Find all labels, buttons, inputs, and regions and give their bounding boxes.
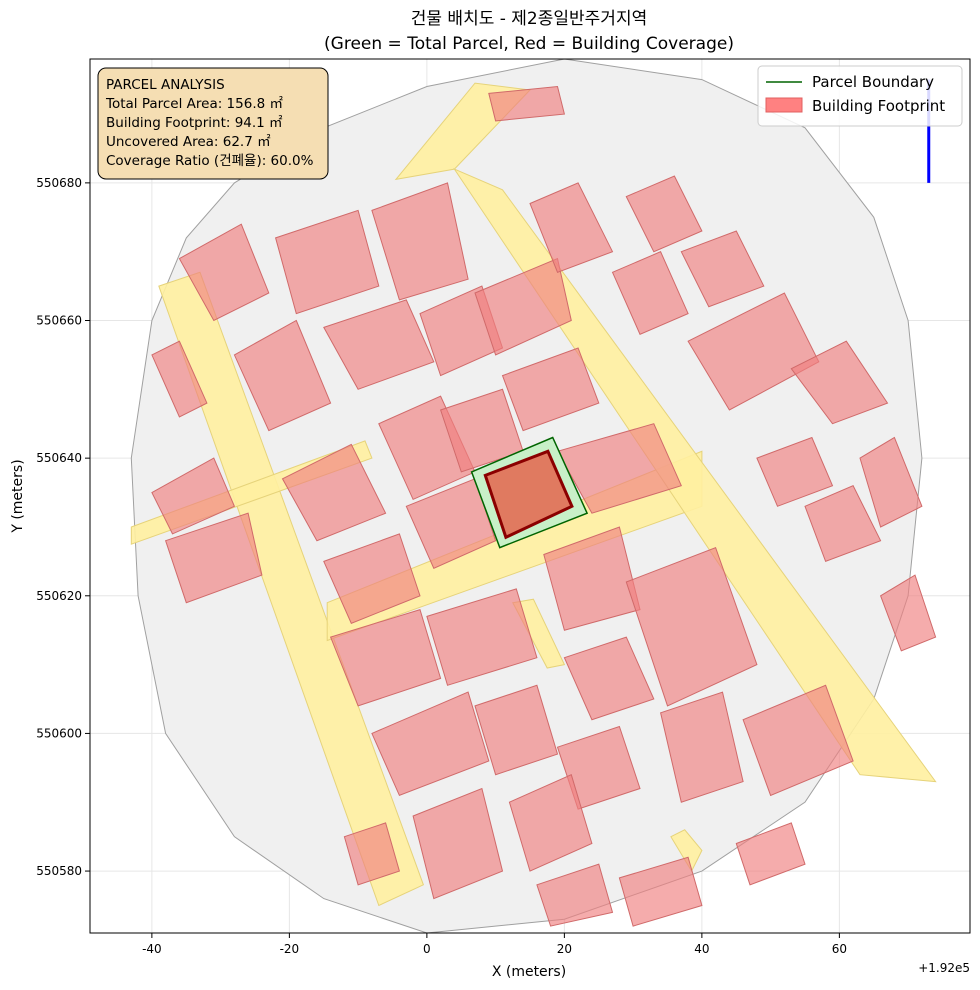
y-axis-label: Y (meters) bbox=[10, 459, 26, 533]
building-footprint bbox=[323, 299, 435, 390]
legend-box bbox=[757, 65, 963, 127]
building-footprint bbox=[618, 856, 703, 927]
building-footprint bbox=[371, 691, 490, 797]
map-layer bbox=[130, 59, 937, 933]
x-tick-label: -40 bbox=[142, 942, 162, 956]
building-footprint bbox=[371, 182, 469, 301]
building-footprint bbox=[804, 485, 882, 563]
building-footprint bbox=[556, 423, 682, 514]
parcel-analysis-box: PARCEL ANALYSIS Total Parcel Area: 156.8… bbox=[97, 67, 329, 180]
y-tick-label: 550640 bbox=[36, 451, 82, 465]
building-footprint bbox=[233, 319, 332, 432]
building-footprint bbox=[281, 443, 387, 542]
x-tick-label: -20 bbox=[280, 942, 300, 956]
building-footprint bbox=[529, 182, 614, 273]
building-footprint bbox=[660, 691, 744, 803]
building-footprint bbox=[412, 787, 504, 900]
building-footprint bbox=[536, 863, 614, 927]
x-tick-label: 60 bbox=[832, 942, 847, 956]
building-footprint bbox=[151, 457, 236, 535]
x-tick-label: 20 bbox=[557, 942, 572, 956]
info-box-background bbox=[97, 67, 329, 180]
y-tick-label: 550580 bbox=[36, 864, 82, 878]
building-footprint bbox=[625, 546, 758, 707]
building-footprint bbox=[680, 230, 765, 308]
building-footprint bbox=[474, 684, 559, 776]
building-footprint bbox=[508, 774, 593, 872]
x-axis-ticks: -40 -20 0 20 40 60 bbox=[142, 933, 847, 956]
building-footprint bbox=[164, 512, 263, 604]
info-coverage-ratio: Coverage Ratio (건폐율): 60.0% bbox=[106, 153, 314, 169]
building-footprint bbox=[742, 684, 854, 797]
building-footprint bbox=[151, 340, 208, 418]
building-footprint bbox=[625, 175, 703, 253]
x-tick-label: 0 bbox=[423, 942, 431, 956]
building-footprint bbox=[611, 251, 689, 335]
chart-title-line-2: (Green = Total Parcel, Red = Building Co… bbox=[324, 34, 734, 54]
building-footprint bbox=[563, 636, 655, 721]
building-footprint bbox=[426, 588, 538, 686]
info-footprint: Building Footprint: 94.1 ㎡ bbox=[106, 115, 283, 131]
building-footprint bbox=[474, 257, 572, 356]
y-tick-label: 550680 bbox=[36, 176, 82, 190]
info-heading: PARCEL ANALYSIS bbox=[106, 77, 225, 93]
building-footprint bbox=[790, 340, 889, 425]
legend-parcel-label: Parcel Boundary bbox=[812, 73, 934, 91]
building-footprint bbox=[735, 822, 806, 886]
legend: Parcel Boundary Building Footprint bbox=[757, 65, 963, 127]
x-axis-offset-label: +1.92e5 bbox=[918, 961, 970, 975]
building-footprint bbox=[879, 574, 937, 652]
building-footprint bbox=[274, 209, 380, 315]
building-footprint bbox=[343, 822, 401, 886]
building-footprint bbox=[329, 608, 442, 707]
legend-building-label: Building Footprint bbox=[812, 97, 945, 115]
building-footprint bbox=[756, 436, 834, 507]
neighbor-buildings bbox=[151, 85, 937, 927]
building-footprint bbox=[323, 533, 421, 624]
building-footprint bbox=[501, 347, 600, 432]
building-footprint bbox=[178, 223, 270, 322]
chart-title-line-1: 건물 배치도 - 제2종일반주거지역 bbox=[411, 9, 647, 29]
y-tick-label: 550660 bbox=[36, 314, 82, 328]
info-total-area: Total Parcel Area: 156.8 ㎡ bbox=[105, 96, 283, 112]
building-footprint bbox=[405, 478, 497, 569]
y-tick-label: 550600 bbox=[36, 726, 82, 740]
y-tick-label: 550620 bbox=[36, 589, 82, 603]
axes-frame bbox=[89, 58, 971, 934]
building-footprint bbox=[488, 85, 566, 122]
x-axis-label: X (meters) bbox=[492, 964, 566, 980]
info-uncovered: Uncovered Area: 62.7 ㎡ bbox=[106, 134, 271, 150]
legend-building-swatch bbox=[765, 97, 803, 113]
y-axis-ticks: 550580 550600 550620 550640 550660 550680 bbox=[36, 176, 90, 878]
x-tick-label: 40 bbox=[694, 942, 709, 956]
target-building-footprint bbox=[483, 449, 574, 540]
road-segment bbox=[158, 271, 425, 907]
building-footprint bbox=[859, 436, 923, 528]
road-segment bbox=[512, 598, 566, 669]
